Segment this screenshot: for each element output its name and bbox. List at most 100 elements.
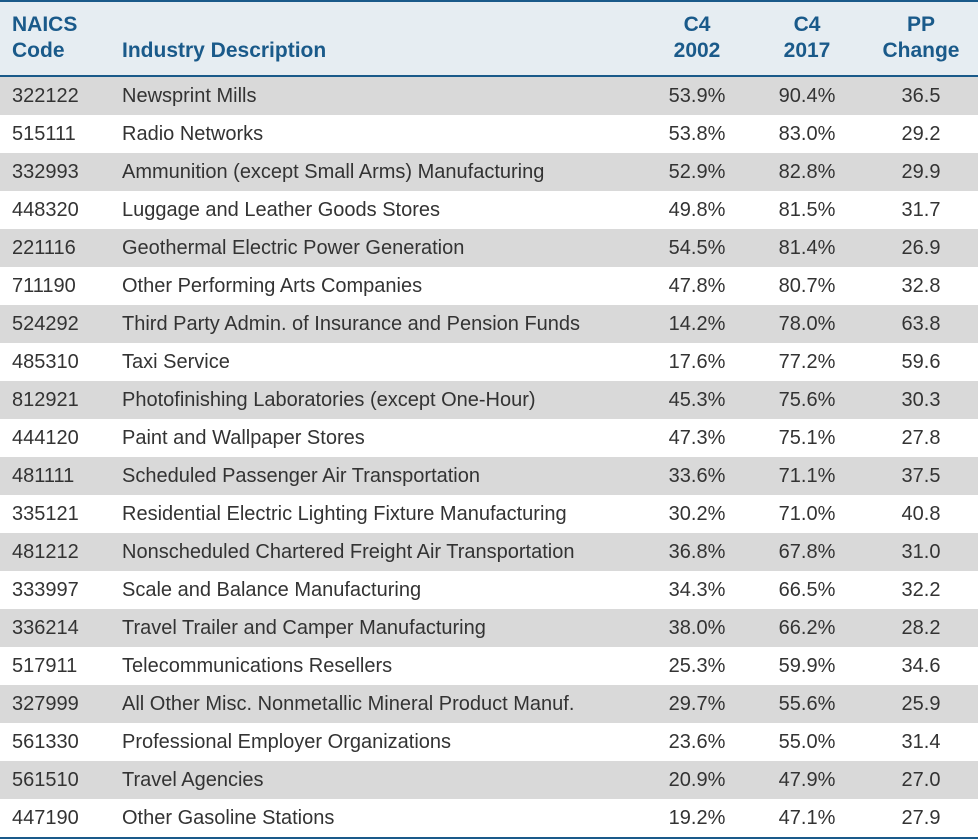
table-row: 517911Telecommunications Resellers25.3%5… (0, 647, 978, 685)
cell-industry-description: Professional Employer Organizations (110, 723, 640, 761)
cell-c4-2017: 77.2% (750, 343, 860, 381)
cell-naics-code: 221116 (0, 229, 110, 267)
table-row: 561510Travel Agencies20.9%47.9%27.0 (0, 761, 978, 799)
cell-c4-2002: 53.9% (640, 76, 750, 115)
cell-c4-2017: 55.0% (750, 723, 860, 761)
table-row: 335121Residential Electric Lighting Fixt… (0, 495, 978, 533)
cell-naics-code: 327999 (0, 685, 110, 723)
cell-pp-change: 28.2 (860, 609, 978, 647)
cell-c4-2002: 20.9% (640, 761, 750, 799)
table-row: 447190Other Gasoline Stations19.2%47.1%2… (0, 799, 978, 837)
cell-c4-2017: 47.9% (750, 761, 860, 799)
table-body: 322122Newsprint Mills53.9%90.4%36.551511… (0, 76, 978, 837)
naics-concentration-table: NAICS Code Industry Description C4 2002 … (0, 0, 978, 839)
cell-c4-2002: 29.7% (640, 685, 750, 723)
cell-pp-change: 32.2 (860, 571, 978, 609)
header-c4-2002: C4 2002 (640, 2, 750, 76)
cell-c4-2017: 83.0% (750, 115, 860, 153)
table-row: 524292Third Party Admin. of Insurance an… (0, 305, 978, 343)
table-row: 221116Geothermal Electric Power Generati… (0, 229, 978, 267)
cell-c4-2017: 66.5% (750, 571, 860, 609)
cell-pp-change: 31.4 (860, 723, 978, 761)
cell-industry-description: Luggage and Leather Goods Stores (110, 191, 640, 229)
header-c4-2017: C4 2017 (750, 2, 860, 76)
cell-c4-2017: 82.8% (750, 153, 860, 191)
header-naics-line2: Code (12, 39, 65, 62)
cell-naics-code: 481212 (0, 533, 110, 571)
cell-c4-2002: 54.5% (640, 229, 750, 267)
cell-pp-change: 26.9 (860, 229, 978, 267)
table-row: 327999All Other Misc. Nonmetallic Minera… (0, 685, 978, 723)
table-row: 711190Other Performing Arts Companies47.… (0, 267, 978, 305)
header-industry-description: Industry Description (110, 2, 640, 76)
cell-naics-code: 812921 (0, 381, 110, 419)
cell-naics-code: 332993 (0, 153, 110, 191)
cell-c4-2017: 90.4% (750, 76, 860, 115)
cell-naics-code: 447190 (0, 799, 110, 837)
cell-c4-2017: 78.0% (750, 305, 860, 343)
cell-c4-2002: 17.6% (640, 343, 750, 381)
cell-pp-change: 31.7 (860, 191, 978, 229)
cell-naics-code: 322122 (0, 76, 110, 115)
cell-industry-description: Other Performing Arts Companies (110, 267, 640, 305)
header-c4-2017-line1: C4 (794, 13, 821, 36)
table-row: 561330Professional Employer Organization… (0, 723, 978, 761)
cell-c4-2017: 81.4% (750, 229, 860, 267)
table-row: 812921Photofinishing Laboratories (excep… (0, 381, 978, 419)
cell-industry-description: Travel Trailer and Camper Manufacturing (110, 609, 640, 647)
cell-c4-2002: 47.3% (640, 419, 750, 457)
cell-c4-2017: 66.2% (750, 609, 860, 647)
cell-naics-code: 335121 (0, 495, 110, 533)
cell-pp-change: 63.8 (860, 305, 978, 343)
header-pp-line2: Change (882, 39, 959, 62)
cell-naics-code: 444120 (0, 419, 110, 457)
table-row: 332993Ammunition (except Small Arms) Man… (0, 153, 978, 191)
header-c4-2002-line1: C4 (684, 13, 711, 36)
cell-c4-2002: 45.3% (640, 381, 750, 419)
cell-industry-description: Telecommunications Resellers (110, 647, 640, 685)
cell-industry-description: Travel Agencies (110, 761, 640, 799)
table-row: 515111Radio Networks53.8%83.0%29.2 (0, 115, 978, 153)
cell-industry-description: Nonscheduled Chartered Freight Air Trans… (110, 533, 640, 571)
cell-c4-2002: 14.2% (640, 305, 750, 343)
cell-c4-2017: 59.9% (750, 647, 860, 685)
cell-industry-description: Scale and Balance Manufacturing (110, 571, 640, 609)
cell-naics-code: 485310 (0, 343, 110, 381)
table-row: 444120Paint and Wallpaper Stores47.3%75.… (0, 419, 978, 457)
cell-pp-change: 59.6 (860, 343, 978, 381)
cell-pp-change: 29.2 (860, 115, 978, 153)
header-naics-line1: NAICS (12, 13, 77, 36)
cell-pp-change: 27.0 (860, 761, 978, 799)
cell-naics-code: 711190 (0, 267, 110, 305)
cell-naics-code: 561510 (0, 761, 110, 799)
cell-industry-description: Radio Networks (110, 115, 640, 153)
cell-c4-2002: 34.3% (640, 571, 750, 609)
table-row: 336214Travel Trailer and Camper Manufact… (0, 609, 978, 647)
cell-c4-2017: 71.1% (750, 457, 860, 495)
cell-pp-change: 25.9 (860, 685, 978, 723)
cell-industry-description: Taxi Service (110, 343, 640, 381)
cell-pp-change: 36.5 (860, 76, 978, 115)
cell-industry-description: Other Gasoline Stations (110, 799, 640, 837)
header-naics-code: NAICS Code (0, 2, 110, 76)
cell-c4-2002: 47.8% (640, 267, 750, 305)
cell-pp-change: 27.8 (860, 419, 978, 457)
cell-industry-description: Paint and Wallpaper Stores (110, 419, 640, 457)
cell-c4-2017: 75.1% (750, 419, 860, 457)
cell-pp-change: 34.6 (860, 647, 978, 685)
cell-c4-2017: 55.6% (750, 685, 860, 723)
cell-c4-2002: 30.2% (640, 495, 750, 533)
cell-industry-description: All Other Misc. Nonmetallic Mineral Prod… (110, 685, 640, 723)
table-row: 481212Nonscheduled Chartered Freight Air… (0, 533, 978, 571)
cell-c4-2017: 81.5% (750, 191, 860, 229)
cell-pp-change: 32.8 (860, 267, 978, 305)
cell-c4-2017: 47.1% (750, 799, 860, 837)
cell-c4-2017: 71.0% (750, 495, 860, 533)
cell-c4-2017: 67.8% (750, 533, 860, 571)
cell-c4-2002: 52.9% (640, 153, 750, 191)
cell-industry-description: Residential Electric Lighting Fixture Ma… (110, 495, 640, 533)
cell-c4-2002: 19.2% (640, 799, 750, 837)
header-pp-change: PP Change (860, 2, 978, 76)
header-row: NAICS Code Industry Description C4 2002 … (0, 2, 978, 76)
cell-c4-2002: 36.8% (640, 533, 750, 571)
